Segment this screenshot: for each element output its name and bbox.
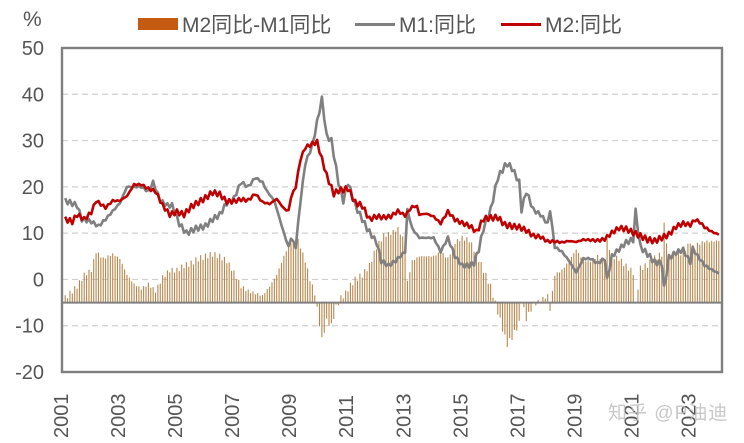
- x-tick-label: 2009: [279, 394, 301, 439]
- legend: M2同比-M1同比 M1:同比 M2:同比: [0, 8, 744, 38]
- y-tick-label: 50: [22, 38, 44, 60]
- watermark: 知乎 @P油迪: [608, 403, 729, 424]
- bar-series-m2-minus-m1: [62, 222, 722, 347]
- x-tick-label: 2013: [393, 394, 415, 439]
- x-tick-label: 2017: [507, 394, 529, 439]
- line-series: [63, 95, 720, 287]
- x-tick-label: 2019: [564, 394, 586, 439]
- y-tick-label: 0: [33, 269, 44, 291]
- y-tick-label: 30: [22, 131, 44, 153]
- y-tick-label: -10: [15, 316, 44, 338]
- legend-label: M2同比-M1同比: [182, 14, 332, 37]
- x-axis: 2001 2003 2005 2007 2009 2011 2013 2015 2017 2019…: [51, 394, 700, 439]
- gridlines: [62, 93, 722, 327]
- x-tick-label: 2003: [108, 394, 130, 439]
- x-tick-label: 2015: [450, 394, 472, 439]
- line-swatch-icon: [355, 22, 395, 26]
- line-swatch-icon: [501, 22, 541, 26]
- x-tick-label: 2005: [165, 394, 187, 439]
- y-axis-unit-label: %: [23, 8, 42, 31]
- line-m2: [63, 138, 720, 245]
- line-m1: [63, 95, 720, 287]
- legend-label: M1:同比: [399, 14, 477, 37]
- y-tick-label: 20: [22, 177, 44, 199]
- y-tick-label: 40: [22, 84, 44, 106]
- x-tick-label: 2021: [621, 394, 643, 439]
- legend-item-m1: M1:同比: [355, 12, 477, 37]
- y-tick-label: 10: [22, 223, 44, 245]
- legend-label: M2:同比: [545, 14, 623, 37]
- legend-item-m2: M2:同比: [501, 12, 623, 37]
- y-tick-label: -20: [15, 362, 44, 384]
- x-tick-label: 2011: [336, 395, 358, 438]
- legend-item-m2-minus-m1: M2同比-M1同比: [138, 12, 332, 37]
- x-tick-label: 2001: [51, 394, 73, 439]
- plot-frame: [60, 46, 724, 374]
- y-axis: 50 40 30 20 10 0 -10 -20: [15, 38, 44, 384]
- bar-swatch-icon: [138, 18, 178, 30]
- x-tick-label: 2007: [222, 394, 244, 439]
- frame-rect: [60, 46, 724, 374]
- x-tick-label: 2023: [678, 394, 700, 439]
